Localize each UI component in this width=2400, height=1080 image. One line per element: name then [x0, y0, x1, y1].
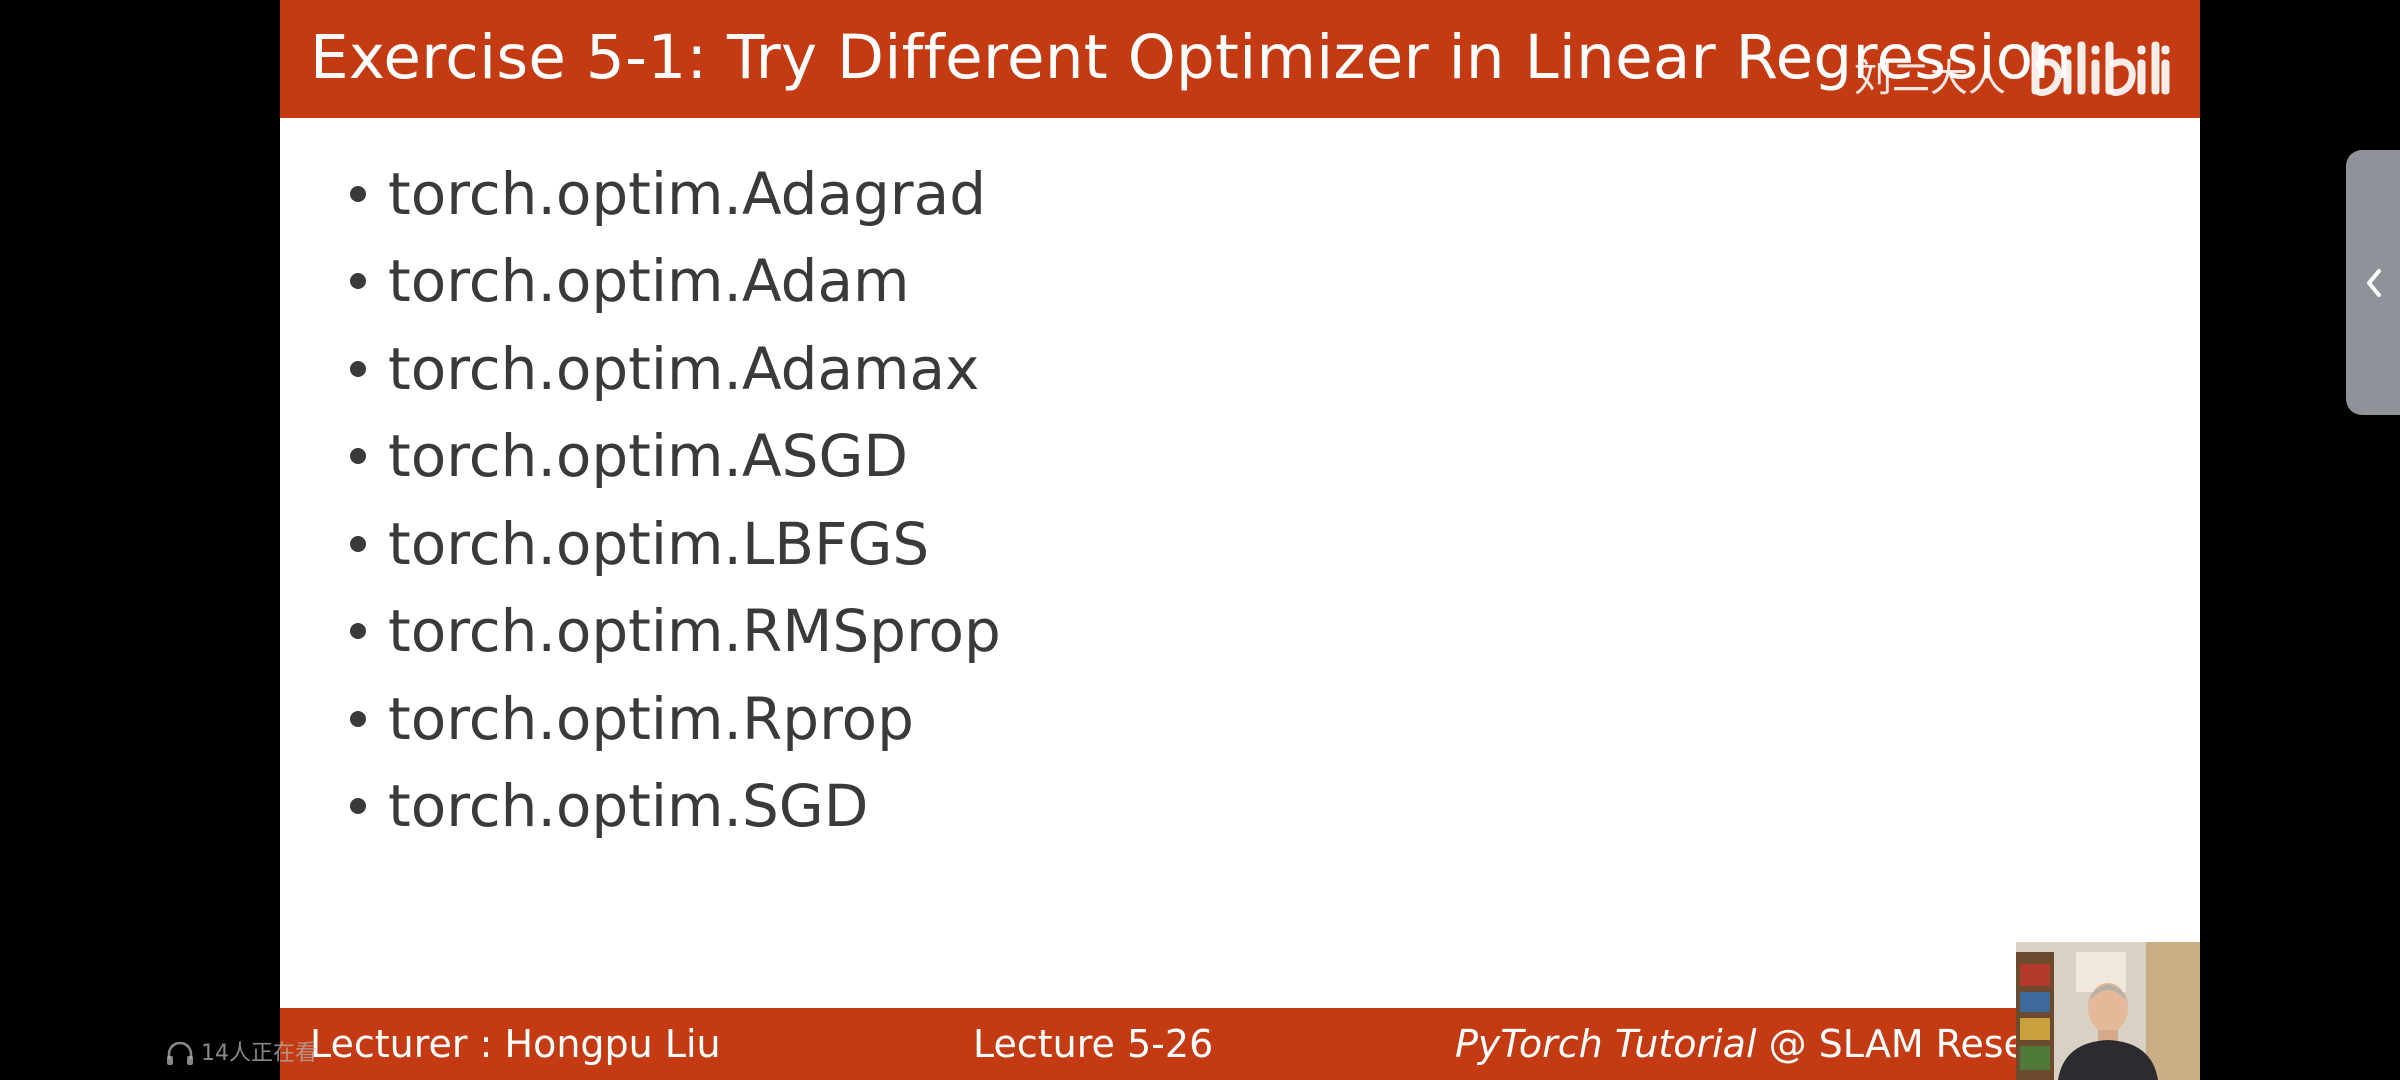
slide-title: Exercise 5-1: Try Different Optimizer in… [310, 22, 2073, 93]
list-item: torch.optim.Adagrad [350, 150, 1001, 238]
list-item: torch.optim.Adam [350, 238, 1001, 326]
list-item: torch.optim.ASGD [350, 413, 1001, 501]
footer-credit-course: PyTorch Tutorial [1455, 1022, 1757, 1066]
lecturer-webcam [2016, 942, 2200, 1080]
bullet-icon [350, 185, 366, 202]
list-item-text: torch.optim.RMSprop [388, 597, 1001, 666]
list-item-text: torch.optim.Adam [388, 247, 910, 316]
list-item: torch.optim.RMSprop [350, 588, 1001, 676]
bullet-icon [350, 273, 366, 290]
viewer-count-text: 14人正在看 [201, 1041, 317, 1066]
bullet-icon [350, 535, 366, 552]
list-item: torch.optim.Rprop [350, 675, 1001, 763]
slide-footer: Lecturer : Hongpu Liu Lecture 5-26 PyTor… [280, 1008, 2200, 1080]
bilibili-logo-icon [2031, 41, 2170, 96]
list-item: torch.optim.LBFGS [350, 500, 1001, 588]
list-item-text: torch.optim.ASGD [388, 422, 909, 491]
viewer-count: 14人正在看 [165, 1040, 317, 1068]
list-item: torch.optim.Adamax [350, 325, 1001, 413]
optimizer-list: torch.optim.Adagrad torch.optim.Adam tor… [350, 150, 1001, 850]
watermark-uploader-name: 刘二大人 [1853, 56, 2006, 100]
lecture-slide: Exercise 5-1: Try Different Optimizer in… [280, 0, 2200, 1080]
list-item-text: torch.optim.Rprop [388, 684, 914, 753]
side-panel-toggle-button[interactable] [2346, 150, 2400, 415]
headphones-icon [167, 1041, 193, 1065]
list-item-text: torch.optim.LBFGS [388, 509, 930, 578]
bullet-icon [350, 710, 366, 727]
footer-lecture-number: Lecture 5-26 [973, 1022, 1214, 1066]
list-item-text: torch.optim.Adamax [388, 334, 980, 403]
bilibili-watermark: 刘二大人 [1854, 30, 2170, 100]
list-item: torch.optim.SGD [350, 763, 1001, 851]
footer-lecturer: Lecturer : Hongpu Liu [310, 1022, 721, 1066]
bullet-icon [350, 360, 366, 377]
bullet-icon [350, 448, 366, 465]
list-item-text: torch.optim.Adagrad [388, 159, 987, 228]
slide-header: Exercise 5-1: Try Different Optimizer in… [280, 0, 2200, 118]
list-item-text: torch.optim.SGD [388, 772, 869, 841]
lecturer-webcam-image [2016, 942, 2200, 1080]
bullet-icon [350, 798, 366, 815]
footer-credit: PyTorch Tutorial @ SLAM Resear [1455, 1020, 2066, 1068]
chevron-left-icon [2367, 268, 2381, 297]
bullet-icon [350, 623, 366, 640]
